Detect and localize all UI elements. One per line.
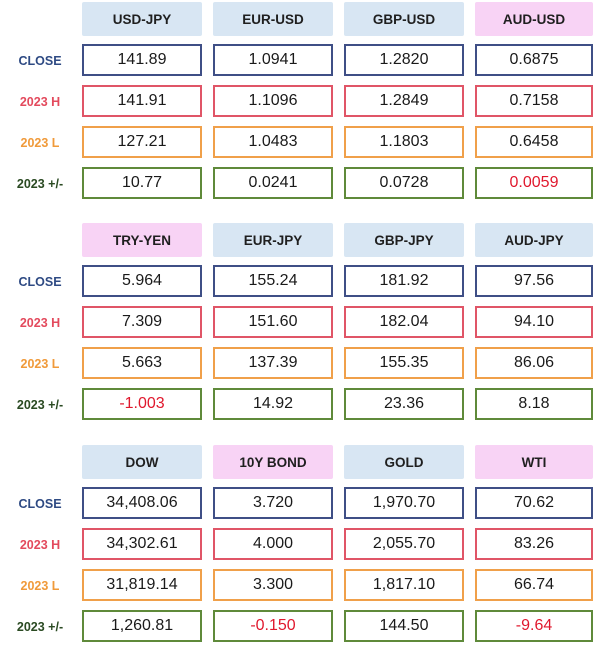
value-cell: 155.35: [344, 347, 464, 379]
value-cell: 70.62: [475, 487, 593, 519]
row-close: CLOSE 34,408.06 3.720 1,970.70 70.62: [0, 487, 600, 521]
column-header: AUD-JPY: [475, 223, 593, 257]
row-label-low: 2023 L: [20, 357, 60, 371]
value-cell: 1.2820: [344, 44, 464, 76]
row-change: 2023 +/- 10.77 0.0241 0.0728 0.0059: [0, 167, 600, 201]
column-header: TRY-YEN: [82, 223, 202, 257]
section-block: DOW 10Y BOND GOLD WTI CLOSE 34,408.06 3.720 1,9…: [0, 445, 600, 655]
value-cell: 1.1096: [213, 85, 333, 117]
row-low: 2023 L 31,819.14 3.300 1,817.10 66.74: [0, 569, 600, 603]
value-cell: 5.663: [82, 347, 202, 379]
value-cell: 1.2849: [344, 85, 464, 117]
value-cell: 127.21: [82, 126, 202, 158]
value-cell: 7.309: [82, 306, 202, 338]
row-label-change: 2023 +/-: [16, 177, 64, 191]
row-label-high: 2023 H: [19, 538, 61, 552]
value-cell: 0.0241: [213, 167, 333, 199]
value-cell: 3.300: [213, 569, 333, 601]
section-block: TRY-YEN EUR-JPY GBP-JPY AUD-JPY CLOSE 5.964 15…: [0, 223, 600, 433]
value-cell: 0.7158: [475, 85, 593, 117]
value-cell: 1,260.81: [82, 610, 202, 642]
value-cell: 141.89: [82, 44, 202, 76]
column-header: DOW: [82, 445, 202, 479]
value-cell: 94.10: [475, 306, 593, 338]
value-cell: 0.0059: [475, 167, 593, 199]
value-cell: 34,408.06: [82, 487, 202, 519]
column-header: GOLD: [344, 445, 464, 479]
value-cell: 5.964: [82, 265, 202, 297]
row-label-low: 2023 L: [20, 136, 60, 150]
value-cell: 1.1803: [344, 126, 464, 158]
value-cell: 31,819.14: [82, 569, 202, 601]
value-cell: 0.6458: [475, 126, 593, 158]
value-cell: 14.92: [213, 388, 333, 420]
value-cell: 181.92: [344, 265, 464, 297]
value-cell: 8.18: [475, 388, 593, 420]
row-high: 2023 H 7.309 151.60 182.04 94.10: [0, 306, 600, 340]
value-cell: 144.50: [344, 610, 464, 642]
value-cell: 1.0483: [213, 126, 333, 158]
value-cell: 1,970.70: [344, 487, 464, 519]
value-cell: -9.64: [475, 610, 593, 642]
value-cell: 83.26: [475, 528, 593, 560]
column-header: 10Y BOND: [213, 445, 333, 479]
row-high: 2023 H 34,302.61 4.000 2,055.70 83.26: [0, 528, 600, 562]
section-block: USD-JPY EUR-USD GBP-USD AUD-USD CLOSE 141.89 1…: [0, 2, 600, 212]
value-cell: 4.000: [213, 528, 333, 560]
row-label-close: CLOSE: [18, 54, 62, 68]
column-header: AUD-USD: [475, 2, 593, 36]
value-cell: 23.36: [344, 388, 464, 420]
value-cell: 34,302.61: [82, 528, 202, 560]
value-cell: 1,817.10: [344, 569, 464, 601]
section-header-row: DOW 10Y BOND GOLD WTI: [0, 445, 600, 479]
row-label-high: 2023 H: [19, 95, 61, 109]
value-cell: 3.720: [213, 487, 333, 519]
value-cell: 10.77: [82, 167, 202, 199]
value-cell: 97.56: [475, 265, 593, 297]
value-cell: -0.150: [213, 610, 333, 642]
column-header: EUR-JPY: [213, 223, 333, 257]
value-cell: 86.06: [475, 347, 593, 379]
row-label-close: CLOSE: [18, 275, 62, 289]
column-header: USD-JPY: [82, 2, 202, 36]
row-close: CLOSE 141.89 1.0941 1.2820 0.6875: [0, 44, 600, 78]
row-low: 2023 L 127.21 1.0483 1.1803 0.6458: [0, 126, 600, 160]
value-cell: -1.003: [82, 388, 202, 420]
section-header-row: USD-JPY EUR-USD GBP-USD AUD-USD: [0, 2, 600, 36]
value-cell: 151.60: [213, 306, 333, 338]
value-cell: 1.0941: [213, 44, 333, 76]
value-cell: 155.24: [213, 265, 333, 297]
value-cell: 182.04: [344, 306, 464, 338]
column-header: GBP-JPY: [344, 223, 464, 257]
row-high: 2023 H 141.91 1.1096 1.2849 0.7158: [0, 85, 600, 119]
value-cell: 2,055.70: [344, 528, 464, 560]
row-low: 2023 L 5.663 137.39 155.35 86.06: [0, 347, 600, 381]
row-label-low: 2023 L: [20, 579, 60, 593]
value-cell: 141.91: [82, 85, 202, 117]
row-change: 2023 +/- -1.003 14.92 23.36 8.18: [0, 388, 600, 422]
row-change: 2023 +/- 1,260.81 -0.150 144.50 -9.64: [0, 610, 600, 644]
row-label-change: 2023 +/-: [16, 620, 64, 634]
value-cell: 0.0728: [344, 167, 464, 199]
value-cell: 66.74: [475, 569, 593, 601]
column-header: WTI: [475, 445, 593, 479]
column-header: GBP-USD: [344, 2, 464, 36]
section-header-row: TRY-YEN EUR-JPY GBP-JPY AUD-JPY: [0, 223, 600, 257]
row-label-change: 2023 +/-: [16, 398, 64, 412]
row-label-close: CLOSE: [18, 497, 62, 511]
value-cell: 0.6875: [475, 44, 593, 76]
value-cell: 137.39: [213, 347, 333, 379]
row-close: CLOSE 5.964 155.24 181.92 97.56: [0, 265, 600, 299]
column-header: EUR-USD: [213, 2, 333, 36]
row-label-high: 2023 H: [19, 316, 61, 330]
